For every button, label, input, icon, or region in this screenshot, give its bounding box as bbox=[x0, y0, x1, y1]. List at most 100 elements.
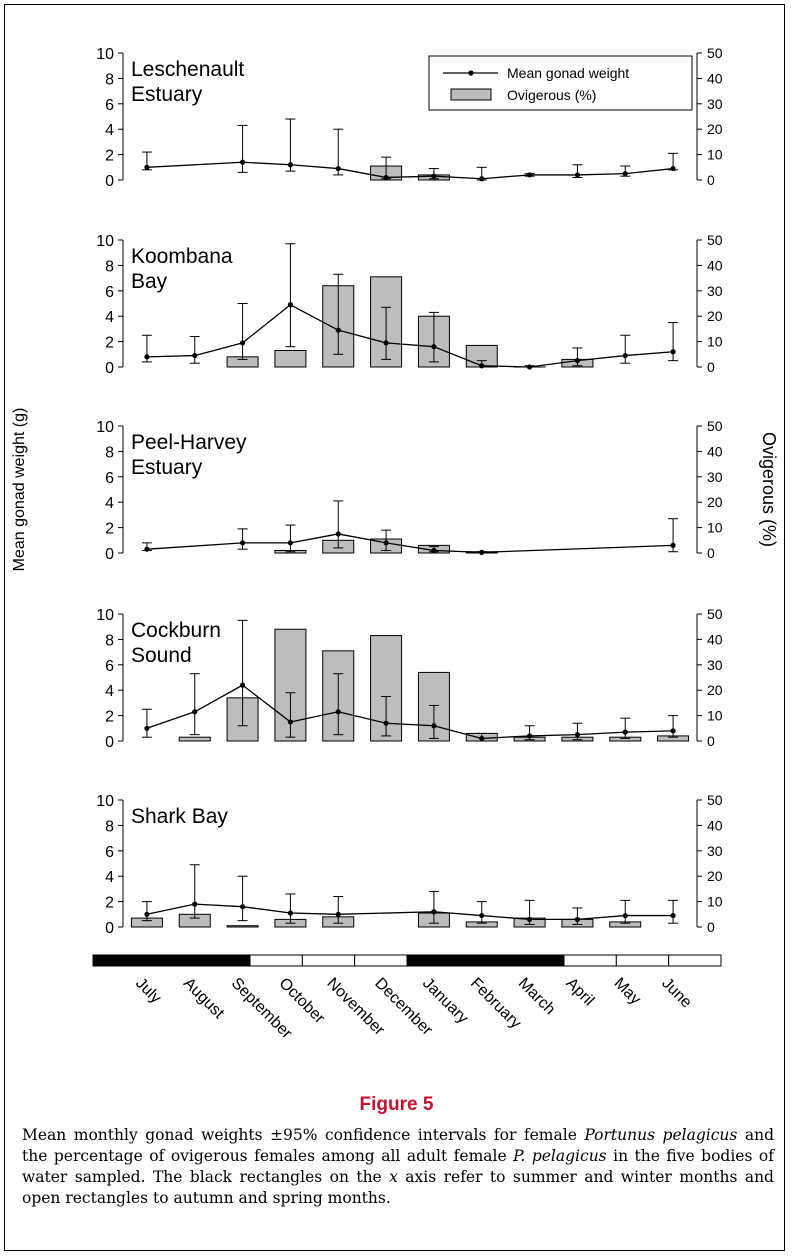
gonad-line-segment bbox=[290, 912, 339, 915]
right-tick-label: 0 bbox=[707, 172, 715, 188]
gonad-line-segment bbox=[194, 684, 243, 713]
gonad-point bbox=[431, 723, 437, 729]
gonad-point bbox=[383, 540, 389, 546]
panel-title: Estuary bbox=[131, 83, 203, 106]
gonad-point bbox=[239, 340, 246, 346]
gonad-line-segment bbox=[338, 533, 387, 544]
gonad-point bbox=[239, 540, 246, 546]
season-segment bbox=[563, 954, 617, 967]
gonad-point bbox=[670, 542, 676, 548]
season-segment bbox=[197, 954, 251, 967]
gonad-line-segment bbox=[577, 173, 626, 176]
gonad-point bbox=[574, 172, 581, 178]
right-tick-label: 10 bbox=[707, 894, 723, 910]
right-tick-label: 30 bbox=[707, 283, 723, 299]
season-segment bbox=[406, 954, 460, 967]
gonad-point bbox=[144, 725, 150, 731]
season-segment bbox=[301, 954, 356, 967]
figure-label: Figure 5 bbox=[359, 1094, 434, 1115]
gonad-line-segment bbox=[577, 731, 626, 736]
panel-title: Peel-Harvey bbox=[131, 431, 247, 454]
gonad-point bbox=[287, 719, 294, 725]
left-tick-label: 4 bbox=[105, 495, 114, 512]
left-tick-label: 6 bbox=[105, 658, 114, 675]
gonad-point bbox=[526, 364, 533, 370]
gonad-point bbox=[622, 912, 628, 919]
right-tick-label: 50 bbox=[707, 232, 723, 248]
left-tick-label: 0 bbox=[105, 920, 114, 937]
gonad-line-segment bbox=[481, 174, 530, 180]
gonad-line-segment bbox=[338, 711, 387, 724]
gonad-line-segment bbox=[146, 354, 195, 358]
gonad-point bbox=[287, 302, 294, 308]
left-tick-label: 10 bbox=[96, 419, 114, 436]
right-tick-label: 40 bbox=[707, 631, 723, 647]
gonad-point bbox=[335, 327, 341, 333]
right-tick-label: 0 bbox=[707, 919, 715, 935]
gonad-point bbox=[670, 165, 676, 172]
gonad-line-segment bbox=[433, 549, 482, 554]
gonad-point bbox=[574, 358, 581, 364]
caption-part: in the five bodies of water sampled. The… bbox=[22, 1147, 774, 1186]
gonad-weight-chart: 024681001020304050LeschenaultEstuary0246… bbox=[11, 45, 779, 1043]
left-tick-label: 8 bbox=[105, 818, 114, 835]
gonad-line-segment bbox=[146, 161, 243, 168]
gonad-line-segment bbox=[242, 304, 291, 344]
season-segment bbox=[615, 954, 670, 967]
legend-bar-label: Ovigerous (%) bbox=[507, 87, 596, 103]
left-tick-label: 6 bbox=[105, 844, 114, 861]
season-segment bbox=[458, 954, 513, 967]
gonad-line-segment bbox=[625, 730, 674, 733]
right-tick-label: 20 bbox=[707, 868, 723, 884]
left-tick-label: 4 bbox=[105, 869, 114, 886]
month-label: July bbox=[132, 975, 164, 1007]
gonad-line-segment bbox=[386, 342, 434, 348]
gonad-point bbox=[526, 172, 533, 178]
panel-title: Koombana bbox=[131, 245, 233, 268]
gonad-line-segment bbox=[433, 725, 482, 740]
gonad-line-segment bbox=[242, 906, 291, 914]
left-tick-label: 4 bbox=[105, 683, 114, 700]
gonad-point bbox=[383, 174, 389, 181]
right-tick-label: 40 bbox=[707, 257, 723, 273]
left-tick-label: 0 bbox=[105, 734, 114, 751]
season-segment bbox=[354, 954, 408, 967]
right-tick-label: 30 bbox=[707, 96, 723, 112]
right-tick-label: 0 bbox=[707, 733, 715, 749]
left-tick-label: 0 bbox=[105, 173, 114, 190]
gonad-point bbox=[622, 729, 628, 735]
gonad-line-segment bbox=[386, 722, 434, 727]
left-tick-label: 0 bbox=[105, 360, 114, 377]
gonad-point bbox=[670, 912, 676, 919]
caption-species: Portunus pelagicus bbox=[584, 1126, 738, 1144]
gonad-point bbox=[192, 901, 198, 907]
left-tick-label: 10 bbox=[96, 233, 114, 250]
gonad-line-segment bbox=[290, 533, 339, 544]
caption-part: Mean monthly gonad weights ±95% confiden… bbox=[22, 1126, 585, 1144]
right-tick-label: 30 bbox=[707, 843, 723, 859]
gonad-line-segment bbox=[577, 354, 626, 362]
panel-title: Leschenault bbox=[131, 58, 244, 81]
caption-part: and the percentage of ovigerous females … bbox=[22, 1126, 774, 1165]
gonad-point bbox=[192, 709, 198, 715]
left-tick-label: 8 bbox=[105, 444, 114, 461]
month-label: August bbox=[180, 975, 228, 1023]
gonad-line-segment bbox=[481, 544, 674, 554]
gonad-point bbox=[144, 354, 150, 360]
gonad-line-segment bbox=[386, 175, 434, 179]
gonad-line-segment bbox=[625, 167, 674, 175]
gonad-line-segment bbox=[385, 542, 435, 552]
figure-caption: Mean monthly gonad weights ±95% confiden… bbox=[22, 1125, 774, 1209]
legend-bar-swatch bbox=[450, 88, 492, 101]
gonad-point bbox=[383, 720, 389, 726]
right-tick-label: 20 bbox=[707, 682, 723, 698]
left-tick-label: 2 bbox=[105, 709, 114, 726]
left-tick-label: 8 bbox=[105, 258, 114, 275]
season-segment bbox=[511, 954, 565, 967]
left-tick-label: 2 bbox=[105, 335, 114, 352]
gonad-point bbox=[144, 911, 150, 917]
month-label: April bbox=[563, 975, 598, 1010]
gonad-line-segment bbox=[433, 911, 482, 917]
gonad-line-segment bbox=[433, 346, 482, 367]
gonad-line-segment bbox=[290, 164, 339, 170]
